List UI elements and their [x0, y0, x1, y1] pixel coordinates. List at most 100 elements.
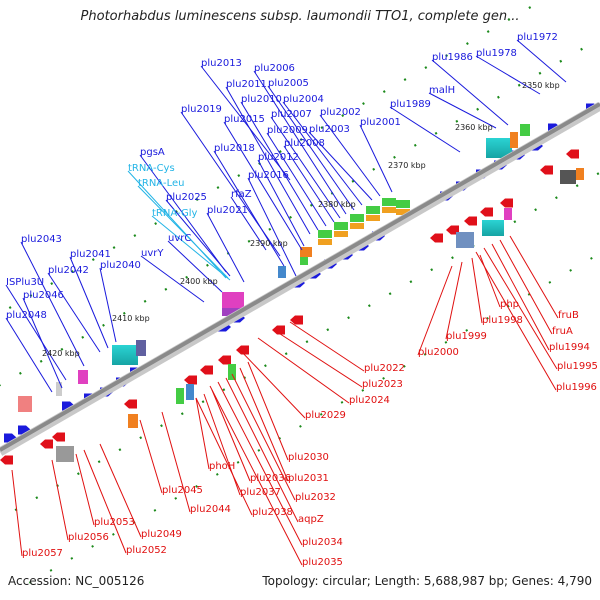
reverse-label-plu2035: plu2035 — [302, 557, 343, 568]
forward-label-leader — [431, 59, 509, 126]
reverse-label-leader — [161, 411, 191, 513]
reverse-label-leader — [51, 459, 69, 541]
forward-label-plu2016: plu2016 — [248, 170, 289, 181]
reverse-label-leader — [231, 373, 296, 501]
forward-label-uvrc: uvrC — [168, 233, 191, 244]
forward-label-leader — [516, 39, 567, 83]
reverse-gene — [236, 345, 249, 355]
forward-label-leader — [257, 159, 305, 247]
tick-label: 2370 kbp — [388, 161, 426, 170]
label-layer: 2350 kbp 2360 kbp 2370 kbp 2380 kbp 2390 kbp… — [6, 32, 598, 568]
forward-label-leader — [319, 114, 381, 197]
reverse-label-leader — [499, 239, 553, 335]
gene-block — [222, 308, 244, 316]
gene-block — [350, 223, 364, 229]
reverse-label-plu1996: plu1996 — [556, 382, 597, 393]
trna-label-trna-cys: tRNA-Cys — [128, 163, 175, 174]
reverse-label-frub: fruB — [558, 310, 579, 321]
reverse-label-plu2030: plu2030 — [288, 452, 329, 463]
reverse-gene — [52, 432, 65, 442]
reverse-gene — [446, 225, 459, 235]
forward-label-plu2018: plu2018 — [214, 143, 255, 154]
forward-label-leader — [267, 85, 355, 211]
forward-label-leader — [140, 255, 205, 303]
gene-block — [56, 382, 62, 396]
forward-label-leader — [167, 240, 223, 293]
accession-text: Accession: NC_005126 — [8, 574, 145, 588]
gene-block — [382, 207, 396, 213]
forward-label-leader — [47, 272, 101, 353]
reverse-label-leader — [225, 377, 299, 523]
reverse-label-leader — [475, 251, 557, 391]
gene-block — [318, 239, 332, 245]
reverse-label-plu2029: plu2029 — [305, 410, 346, 421]
gene-block — [222, 292, 244, 308]
gene-block — [456, 232, 474, 248]
gene-block — [560, 170, 576, 184]
reverse-label-plu2032: plu2032 — [295, 492, 336, 503]
reverse-label-leader — [99, 443, 142, 538]
gene-block — [112, 345, 138, 365]
forward-label-leader — [230, 196, 267, 251]
forward-label-plu2019: plu2019 — [181, 104, 222, 115]
forward-label-plu2021: plu2021 — [207, 205, 248, 216]
reverse-label-leader — [209, 385, 303, 566]
reverse-gene — [566, 149, 579, 159]
forward-label-plu1972: plu1972 — [517, 32, 558, 43]
forward-label-leader — [206, 212, 245, 283]
reverse-label-plu2038: plu2038 — [252, 507, 293, 518]
reverse-label-plu2031: plu2031 — [288, 473, 329, 484]
forward-label-leader — [283, 145, 335, 223]
forward-label-plu2011: plu2011 — [226, 79, 267, 90]
forward-label-isplu3u: ISPlu3U — [6, 277, 44, 288]
tick-label: 2420 kbp — [42, 349, 80, 358]
forward-label-leader — [200, 65, 291, 181]
tick-label: 2410 kbp — [112, 314, 150, 323]
gene-block — [482, 220, 504, 236]
forward-label-plu2009: plu2009 — [267, 125, 308, 136]
forward-label-plu2005: plu2005 — [268, 78, 309, 89]
forward-label-leader — [5, 317, 53, 393]
reverse-label-leader — [247, 361, 289, 461]
reverse-label-aqpz: aqpZ — [298, 514, 324, 525]
reverse-gene — [540, 165, 553, 175]
gene-block — [366, 206, 380, 214]
gene-block — [366, 215, 380, 221]
forward-label-plu2040: plu2040 — [100, 260, 141, 271]
reverse-label-leader — [471, 257, 483, 324]
reverse-gene — [218, 355, 231, 365]
reverse-gene — [124, 399, 137, 409]
forward-label-plu2025: plu2025 — [166, 192, 207, 203]
forward-label-uvry: uvrY — [141, 248, 164, 259]
reverse-label-plu2052: plu2052 — [126, 545, 167, 556]
tick-label: 2350 kbp — [522, 81, 560, 90]
tick-label: 2380 kbp — [318, 200, 356, 209]
reverse-gene — [480, 207, 493, 217]
gene-block — [396, 200, 410, 208]
reverse-label-plu2000: plu2000 — [418, 347, 459, 358]
gene-block — [510, 132, 518, 148]
gene-block — [396, 209, 410, 215]
forward-label-pgsa: pgsA — [140, 147, 165, 158]
forward-label-plu1986: plu1986 — [432, 52, 473, 63]
forward-label-plu2043: plu2043 — [21, 234, 62, 245]
forward-label-leader — [223, 121, 303, 251]
forward-label-leader — [308, 131, 373, 201]
topology-text: Topology: circular; Length: 5,688,987 bp… — [262, 574, 592, 588]
reverse-label-plu2056: plu2056 — [68, 532, 109, 543]
forward-label-leader — [180, 111, 281, 257]
tick-label: 2400 kbp — [180, 277, 218, 286]
reverse-gene — [200, 365, 213, 375]
gene-block — [128, 414, 138, 428]
forward-label-plu2006: plu2006 — [254, 63, 295, 74]
forward-label-plu2001: plu2001 — [360, 117, 401, 128]
trna-label-leader — [137, 185, 229, 279]
reverse-label-leader — [483, 247, 558, 370]
tick-label: 2360 kbp — [455, 123, 493, 132]
leader-layer — [5, 39, 567, 566]
tick-label: 2390 kbp — [250, 239, 288, 248]
gene-block — [136, 340, 146, 356]
reverse-label-plu2053: plu2053 — [94, 517, 135, 528]
reverse-gene — [500, 198, 513, 208]
